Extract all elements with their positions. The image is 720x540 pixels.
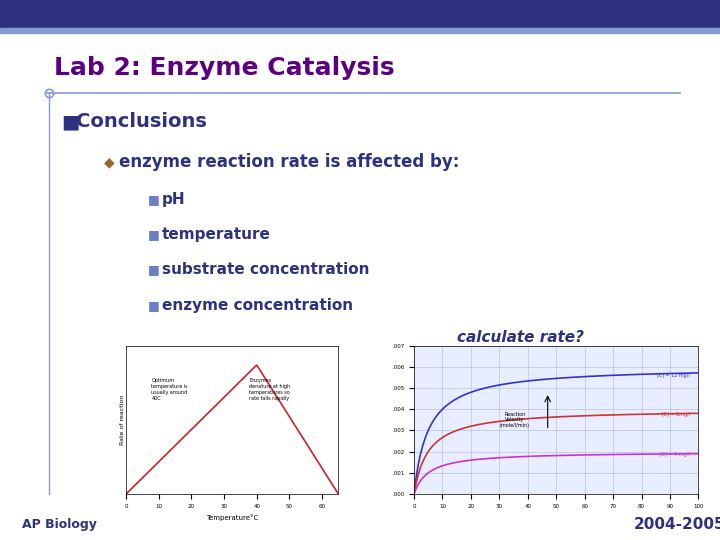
Text: ■: ■ xyxy=(61,112,80,131)
Text: Enzymes
denature at high
temperatures so
rate falls rapidly: Enzymes denature at high temperatures so… xyxy=(249,378,290,401)
Text: enzyme concentration: enzyme concentration xyxy=(162,298,353,313)
Text: 2004-2005: 2004-2005 xyxy=(634,517,720,532)
Text: [E] = 12 mg/l: [E] = 12 mg/l xyxy=(657,373,690,378)
Text: Conclusions: Conclusions xyxy=(76,112,207,131)
Text: AP Biology: AP Biology xyxy=(22,518,96,531)
Text: substrate concentration: substrate concentration xyxy=(162,262,369,278)
Y-axis label: Rate of reaction: Rate of reaction xyxy=(120,395,125,445)
Text: ■: ■ xyxy=(148,228,159,241)
X-axis label: Temperature°C: Temperature°C xyxy=(206,515,258,521)
Text: ■: ■ xyxy=(148,299,159,312)
Text: temperature: temperature xyxy=(162,227,271,242)
Text: ◆: ◆ xyxy=(104,155,115,169)
Text: [E] = 4 mg/l: [E] = 4 mg/l xyxy=(660,452,690,457)
Text: enzyme reaction rate is affected by:: enzyme reaction rate is affected by: xyxy=(119,153,459,171)
Text: pH: pH xyxy=(162,192,186,207)
Text: Reaction
Velocity
(mole/l/min): Reaction Velocity (mole/l/min) xyxy=(500,411,530,428)
Text: [E] = 8mg/l: [E] = 8mg/l xyxy=(662,413,690,417)
Bar xyxy=(0,28,720,33)
Bar xyxy=(0,0,720,28)
Text: Optimum
temperature is
usually around
40C: Optimum temperature is usually around 40… xyxy=(151,378,188,401)
Text: ■: ■ xyxy=(148,264,159,276)
Text: ■: ■ xyxy=(148,193,159,206)
Text: calculate rate?: calculate rate? xyxy=(457,330,584,345)
Text: Lab 2: Enzyme Catalysis: Lab 2: Enzyme Catalysis xyxy=(54,56,395,79)
